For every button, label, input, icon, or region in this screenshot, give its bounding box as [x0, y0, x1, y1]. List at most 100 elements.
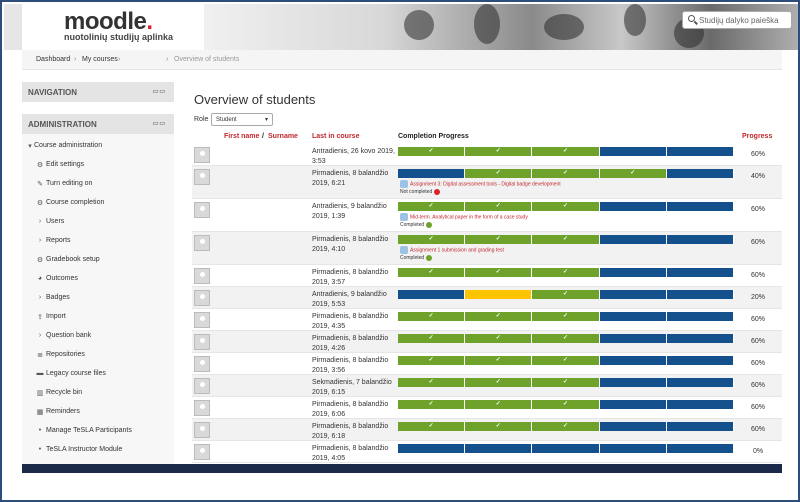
- activity-title-link[interactable]: Mid-term. Analytical paper in the form o…: [410, 214, 528, 221]
- activity-not-completed-cell[interactable]: [599, 312, 667, 321]
- admin-item-legacy-course-files[interactable]: ▬ Legacy course files: [22, 365, 174, 384]
- activity-completed-cell[interactable]: [398, 147, 466, 156]
- activity-not-completed-cell[interactable]: [599, 268, 667, 277]
- admin-item-course-administration[interactable]: ▾ Course administration: [22, 137, 174, 156]
- activity-completed-cell[interactable]: [599, 169, 667, 178]
- breadcrumb-my-courses[interactable]: My courses: [82, 56, 118, 63]
- activity-completed-cell[interactable]: [398, 422, 466, 431]
- column-last-in-course[interactable]: Last in course: [312, 133, 360, 140]
- user-avatar[interactable]: [194, 268, 210, 284]
- activity-not-completed-cell[interactable]: [599, 356, 667, 365]
- activity-not-completed-cell[interactable]: [599, 147, 667, 156]
- activity-completed-cell[interactable]: [398, 202, 466, 211]
- activity-not-completed-cell[interactable]: [666, 356, 735, 365]
- activity-completed-cell[interactable]: [398, 378, 466, 387]
- activity-not-completed-cell[interactable]: [599, 378, 667, 387]
- admin-item-users[interactable]: › Users: [22, 213, 174, 232]
- activity-completed-cell[interactable]: [398, 268, 466, 277]
- activity-completed-cell[interactable]: [398, 334, 466, 343]
- user-avatar[interactable]: [194, 400, 210, 416]
- activity-completed-cell[interactable]: [465, 147, 533, 156]
- activity-not-completed-cell[interactable]: [398, 290, 466, 299]
- activity-submitted-cell[interactable]: [465, 290, 533, 299]
- user-avatar[interactable]: [194, 147, 210, 163]
- activity-not-completed-cell[interactable]: [666, 334, 735, 343]
- activity-completed-cell[interactable]: [532, 356, 600, 365]
- user-avatar[interactable]: [194, 169, 210, 185]
- activity-not-completed-cell[interactable]: [666, 268, 735, 277]
- user-avatar[interactable]: [194, 378, 210, 394]
- admin-item-repositories[interactable]: ≣ Repositories: [22, 346, 174, 365]
- user-avatar[interactable]: [194, 444, 210, 460]
- breadcrumb-dashboard[interactable]: Dashboard: [36, 56, 71, 63]
- activity-completed-cell[interactable]: [465, 235, 533, 244]
- activity-completed-cell[interactable]: [532, 400, 600, 409]
- activity-not-completed-cell[interactable]: [666, 444, 735, 453]
- admin-item-outcomes[interactable]: ◕ Outcomes: [22, 270, 174, 289]
- admin-item-turn-editing-on[interactable]: ✎ Turn editing on: [22, 175, 174, 194]
- activity-completed-cell[interactable]: [532, 147, 600, 156]
- activity-completed-cell[interactable]: [532, 422, 600, 431]
- activity-completed-cell[interactable]: [532, 334, 600, 343]
- activity-completed-cell[interactable]: [465, 268, 533, 277]
- activity-not-completed-cell[interactable]: [666, 169, 735, 178]
- activity-not-completed-cell[interactable]: [599, 334, 667, 343]
- activity-title-link[interactable]: Assignment 1 submission and grading test: [410, 247, 504, 254]
- block-controls-icon[interactable]: ▭▭: [152, 121, 166, 127]
- activity-not-completed-cell[interactable]: [599, 235, 667, 244]
- navigation-block-header[interactable]: NAVIGATION ▭▭: [22, 82, 174, 102]
- activity-completed-cell[interactable]: [532, 312, 600, 321]
- activity-not-completed-cell[interactable]: [666, 290, 735, 299]
- activity-not-completed-cell[interactable]: [465, 444, 533, 453]
- activity-not-completed-cell[interactable]: [599, 422, 667, 431]
- admin-item-manage-tesla-participants[interactable]: • Manage TeSLA Participants: [22, 422, 174, 441]
- block-controls-icon[interactable]: ▭▭: [152, 89, 166, 95]
- activity-completed-cell[interactable]: [532, 290, 600, 299]
- admin-item-question-bank[interactable]: › Question bank: [22, 327, 174, 346]
- activity-not-completed-cell[interactable]: [666, 202, 735, 211]
- activity-not-completed-cell[interactable]: [599, 400, 667, 409]
- activity-completed-cell[interactable]: [465, 312, 533, 321]
- search-input[interactable]: Studijų dalyko paieška: [682, 11, 792, 29]
- admin-item-tesla-instructor-module[interactable]: • TeSLA Instructor Module: [22, 441, 174, 460]
- user-avatar[interactable]: [194, 202, 210, 218]
- user-avatar[interactable]: [194, 235, 210, 251]
- activity-not-completed-cell[interactable]: [666, 422, 735, 431]
- admin-item-reports[interactable]: › Reports: [22, 232, 174, 251]
- activity-completed-cell[interactable]: [465, 422, 533, 431]
- activity-not-completed-cell[interactable]: [398, 444, 466, 453]
- activity-title-link[interactable]: Assignment 3: Digital assessment tools -…: [410, 181, 561, 188]
- activity-completed-cell[interactable]: [465, 202, 533, 211]
- activity-not-completed-cell[interactable]: [599, 290, 667, 299]
- admin-item-reminders[interactable]: ▦ Reminders: [22, 403, 174, 422]
- activity-not-completed-cell[interactable]: [666, 312, 735, 321]
- activity-completed-cell[interactable]: [398, 312, 466, 321]
- activity-not-completed-cell[interactable]: [599, 444, 667, 453]
- column-first-name[interactable]: First name: [224, 133, 260, 140]
- activity-completed-cell[interactable]: [465, 169, 533, 178]
- user-avatar[interactable]: [194, 422, 210, 438]
- column-surname[interactable]: Surname: [268, 133, 298, 140]
- activity-not-completed-cell[interactable]: [666, 235, 735, 244]
- activity-completed-cell[interactable]: [398, 235, 466, 244]
- admin-item-course-completion[interactable]: ⚙ Course completion: [22, 194, 174, 213]
- activity-completed-cell[interactable]: [532, 268, 600, 277]
- admin-item-edit-settings[interactable]: ⚙ Edit settings: [22, 156, 174, 175]
- activity-completed-cell[interactable]: [465, 400, 533, 409]
- user-avatar[interactable]: [194, 356, 210, 372]
- role-select[interactable]: Student: [211, 113, 273, 126]
- admin-item-gradebook-setup[interactable]: ⚙ Gradebook setup: [22, 251, 174, 270]
- activity-completed-cell[interactable]: [532, 202, 600, 211]
- activity-completed-cell[interactable]: [532, 235, 600, 244]
- activity-completed-cell[interactable]: [532, 378, 600, 387]
- user-avatar[interactable]: [194, 290, 210, 306]
- admin-item-badges[interactable]: › Badges: [22, 289, 174, 308]
- activity-completed-cell[interactable]: [465, 334, 533, 343]
- activity-not-completed-cell[interactable]: [666, 147, 735, 156]
- activity-not-completed-cell[interactable]: [666, 378, 735, 387]
- logo[interactable]: moodle. nuotolinių studijų aplinka: [22, 4, 204, 50]
- activity-completed-cell[interactable]: [398, 356, 466, 365]
- administration-block-header[interactable]: ADMINISTRATION ▭▭: [22, 114, 174, 134]
- admin-item-import[interactable]: ⇪ Import: [22, 308, 174, 327]
- activity-not-completed-cell[interactable]: [532, 444, 600, 453]
